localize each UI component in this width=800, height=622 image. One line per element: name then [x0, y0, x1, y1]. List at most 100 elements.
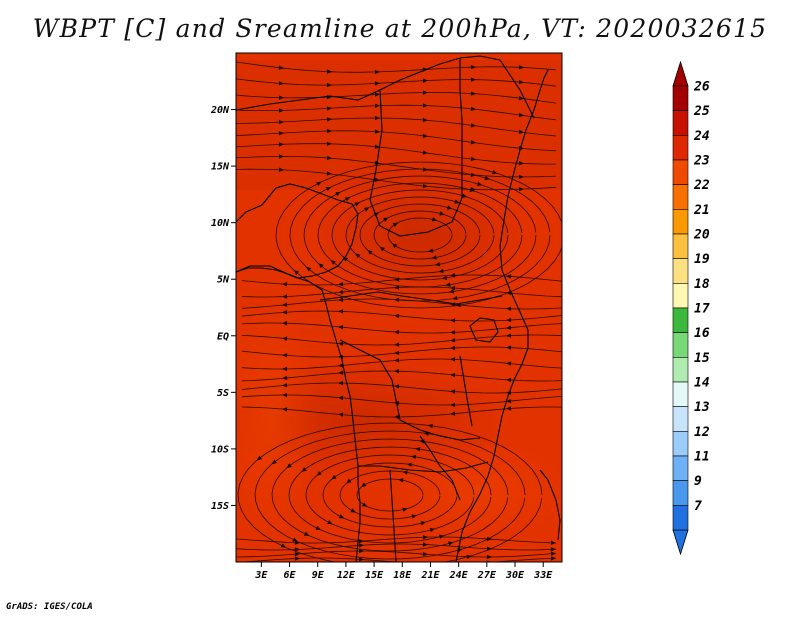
streamline-arrow [286, 463, 292, 469]
streamline-arrow [354, 202, 360, 207]
colorbar-top-arrow [672, 60, 689, 87]
streamline [236, 130, 557, 152]
colorbar-swatch [672, 480, 689, 506]
streamline-arrow [394, 329, 400, 335]
streamline-arrow [282, 366, 288, 372]
streamline-arrow [346, 478, 352, 484]
streamline-arrow [326, 82, 332, 88]
streamline-arrow [361, 502, 368, 507]
streamline-arrow [420, 521, 427, 526]
streamline-arrow [518, 95, 524, 101]
streamline-arrow [422, 542, 428, 547]
streamline-arrow [441, 275, 448, 280]
streamline-arrow [438, 534, 445, 539]
streamline-arrow [292, 537, 298, 542]
streamline-arrow [448, 541, 454, 546]
streamline-arrow [506, 345, 512, 350]
streamline [236, 168, 557, 191]
streamline-arrow [338, 370, 344, 375]
streamline-arrow [271, 459, 277, 465]
streamline [317, 182, 523, 288]
border-congo [339, 339, 481, 441]
lon-tick-label: 24E [449, 570, 469, 581]
streamline-arrow [338, 363, 344, 368]
streamline-arrow [506, 333, 512, 338]
colorbar-label: 12 [694, 425, 710, 440]
streamline-arrow [335, 191, 341, 197]
streamline-arrow [326, 106, 332, 111]
streamline-arrow [293, 270, 300, 275]
wbpt-light-patch-west [236, 300, 320, 540]
streamline-arrow [330, 260, 336, 265]
colorbar-swatch [672, 159, 689, 185]
streamline-arrow [518, 187, 524, 192]
streamline-arrow [318, 263, 324, 269]
streamline-arrow [506, 406, 512, 411]
streamline-arrow [452, 295, 458, 301]
streamline-arrow [438, 268, 444, 274]
streamline-arrow [422, 535, 428, 540]
colorbar-label: 19 [694, 252, 710, 267]
longitude-axis: 3E 6E 9E 12E 15E 18E 21E 24E 27E 30E 33E [254, 562, 553, 581]
streamline-arrow [278, 142, 284, 147]
streamline-arrow [358, 543, 364, 548]
streamline [236, 536, 557, 544]
streamline-arrows [256, 65, 556, 562]
streamline [345, 196, 495, 274]
colorbar-swatch [672, 431, 689, 457]
streamline-arrow [280, 543, 287, 548]
colorbar-swatch [672, 110, 689, 136]
streamline-arrow [303, 531, 310, 536]
streamline [271, 438, 509, 552]
streamline-arrow [256, 455, 263, 461]
streamline-arrow [422, 150, 428, 155]
streamline-arrow [394, 358, 400, 363]
streamline [303, 175, 537, 295]
streamline-arrow [358, 557, 364, 562]
streamline-arrow [450, 357, 456, 362]
streamline-arrow [294, 551, 300, 557]
colorbar-label: 20 [693, 228, 710, 243]
lat-tick-label: 15N [211, 162, 230, 173]
streamline-arrow [282, 309, 288, 315]
map-frame [235, 52, 563, 563]
colorbar-label: 18 [694, 277, 710, 292]
streamline-arrow [427, 248, 434, 253]
streamline-arrow [338, 289, 344, 295]
border-central-africa [319, 291, 503, 305]
coastline-east-africa [455, 69, 549, 562]
streamline-arrow [316, 470, 322, 476]
streamline-arrow [326, 117, 332, 122]
streamline-arrow [486, 554, 492, 560]
streamline-arrow [506, 325, 512, 330]
colorbar-swatch [672, 233, 689, 259]
lon-tick-label: 18E [393, 570, 412, 581]
colorbar-label: 13 [694, 400, 710, 415]
streamline-arrow [374, 129, 380, 134]
colorbar-label: 25 [693, 104, 710, 119]
streamline-arrow [278, 65, 284, 70]
streamline-arrow [355, 253, 361, 259]
streamline [237, 422, 543, 562]
streamline-arrow [282, 302, 288, 307]
streamline-arrow [374, 69, 380, 75]
streamline-arrow [282, 383, 288, 388]
streamline-arrow [394, 414, 400, 420]
streamline-arrow [374, 81, 380, 86]
streamline-arrow [506, 306, 512, 311]
grads-credit: GrADS: IGES/COLA [6, 602, 93, 612]
lake-tanganyika [459, 355, 473, 427]
colorbar-label: 16 [694, 326, 710, 341]
streamline-arrow [367, 249, 373, 255]
streamline-arrow [363, 207, 370, 212]
colorbar-label: 21 [693, 203, 710, 218]
streamline-arrow [454, 199, 460, 204]
streamline-arrow [374, 103, 380, 109]
streamline-arrow [394, 313, 400, 319]
lon-tick-label: 21E [420, 570, 440, 581]
streamline-arrow [422, 103, 428, 108]
border-southern-africa [358, 461, 489, 473]
streamline-arrow [506, 274, 512, 279]
